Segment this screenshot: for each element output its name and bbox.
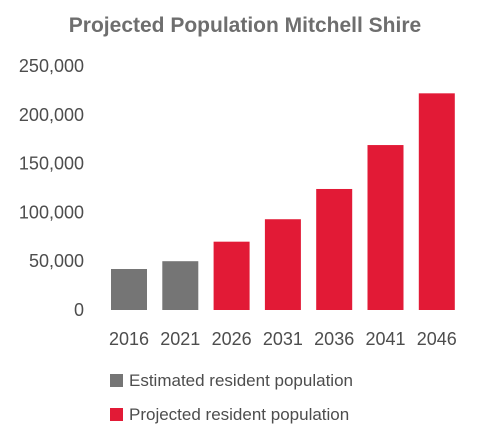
chart-title: Projected Population Mitchell Shire [69, 14, 421, 37]
x-tick-label: 2016 [109, 329, 149, 349]
legend-swatch-projected [110, 408, 123, 421]
bar-2026 [213, 241, 250, 310]
y-tick-label: 150,000 [19, 154, 84, 174]
legend-label-estimated: Estimated resident population [129, 371, 353, 390]
y-tick-label: 100,000 [19, 202, 84, 222]
bar-2031 [264, 219, 301, 310]
bar-2041 [367, 145, 404, 310]
y-tick-label: 0 [74, 300, 84, 320]
bar-2016 [111, 269, 147, 310]
x-tick-label: 2036 [314, 329, 354, 349]
bar-2021 [162, 261, 199, 310]
bar-2046 [418, 93, 455, 310]
y-tick-label: 250,000 [19, 56, 84, 76]
x-axis-ticks: 2016 2021 2026 2031 2036 2041 2046 [109, 329, 457, 349]
x-tick-label: 2041 [365, 329, 405, 349]
legend: Estimated resident population Projected r… [110, 371, 353, 424]
y-tick-label: 50,000 [29, 251, 84, 271]
y-axis-ticks: 0 50,000 100,000 150,000 200,000 250,000 [19, 56, 84, 320]
legend-swatch-estimated [110, 374, 123, 387]
x-tick-label: 2026 [212, 329, 252, 349]
x-tick-label: 2021 [160, 329, 200, 349]
legend-label-projected: Projected resident population [129, 405, 349, 424]
bar-2036 [316, 188, 353, 310]
bars [111, 93, 455, 310]
x-tick-label: 2046 [417, 329, 457, 349]
y-tick-label: 200,000 [19, 105, 84, 125]
x-tick-label: 2031 [263, 329, 303, 349]
